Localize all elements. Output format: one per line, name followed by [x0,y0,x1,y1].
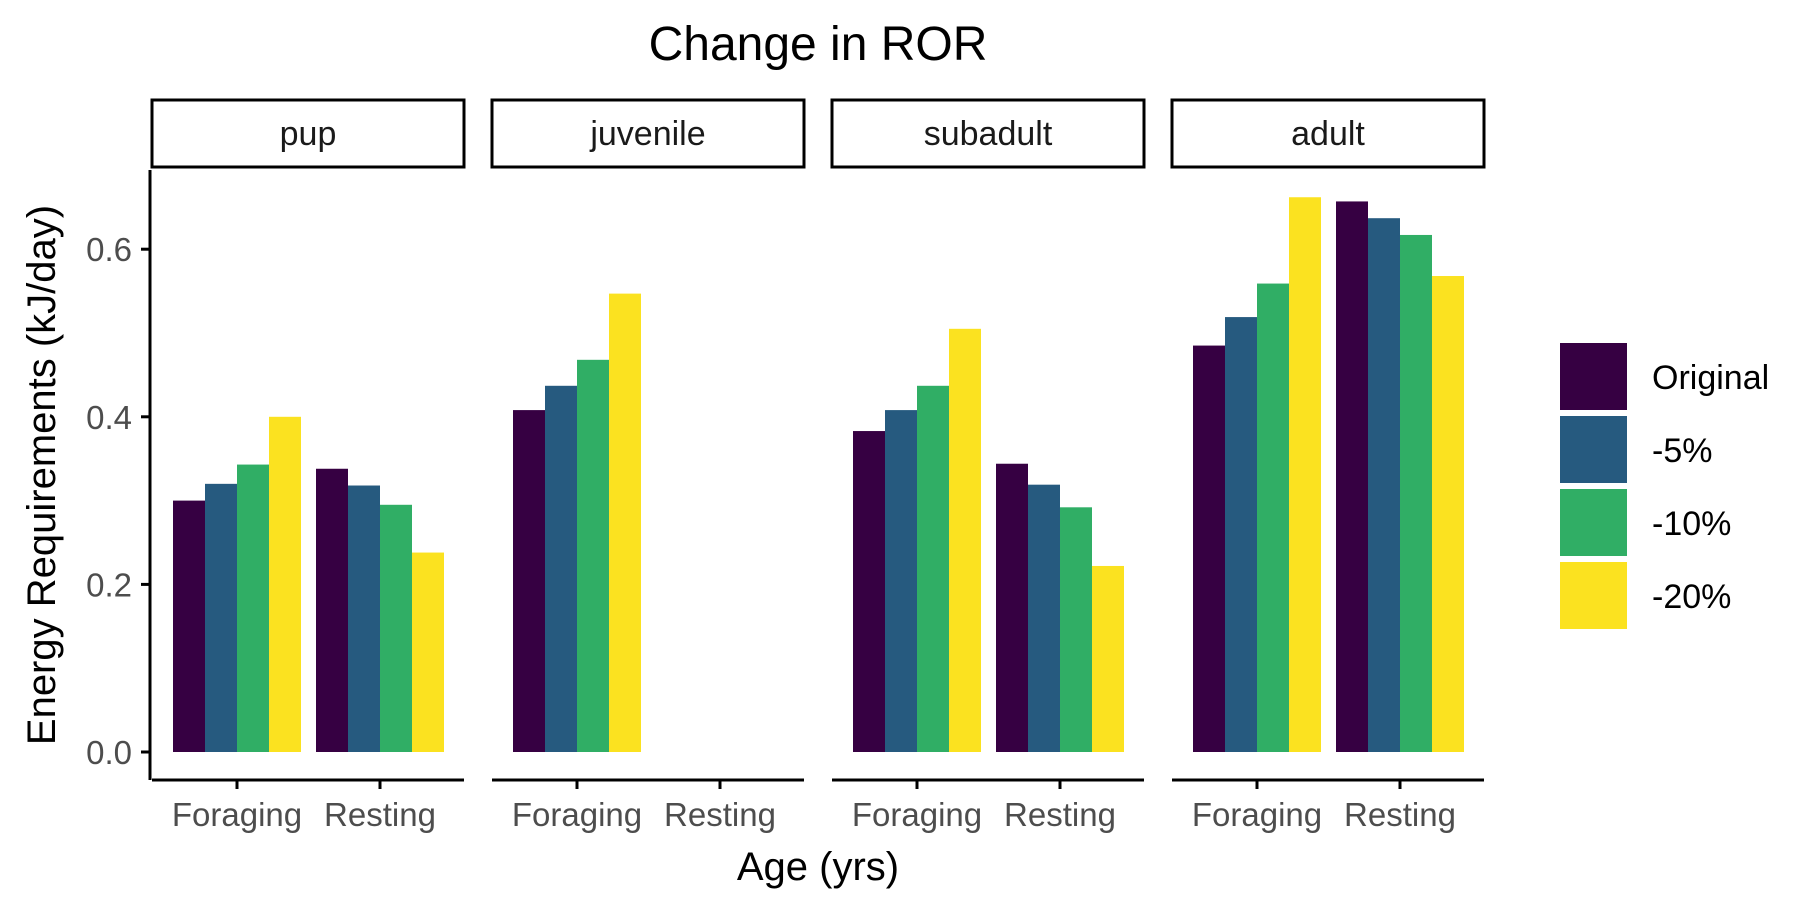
legend-swatch [1560,562,1627,629]
x-tick-label: Resting [324,796,436,833]
chart-title: Change in ROR [649,18,988,71]
y-axis: 0.0 0.2 0.4 0.6 [86,170,152,780]
legend-label: -20% [1652,578,1731,616]
bar-adult-resting-2 [1400,234,1432,753]
bar-adult-resting-1 [1368,218,1400,753]
y-tick-label: 0.6 [86,231,132,268]
facet-strip-adult [1170,98,1486,169]
bar-pup-resting-2 [380,504,412,752]
bar-pup-foraging-0 [173,500,205,752]
y-tick-label: 0.2 [86,566,132,603]
facet-panels: pup Foraging Resting juvenile Foraging Restin… [150,98,1486,833]
bar-juvenile-foraging-1 [545,385,577,752]
bar-subadult-resting-3 [1092,565,1124,752]
bar-pup-foraging-1 [205,483,237,752]
facet-strip-subadult [830,98,1146,169]
bar-juvenile-foraging-0 [513,410,545,752]
bar-pup-foraging-3 [269,416,301,752]
bar-adult-foraging-2 [1257,283,1289,752]
bar-juvenile-foraging-2 [577,359,609,752]
legend-swatch [1560,416,1627,483]
facet-strip-label: subadult [924,115,1053,153]
bar-adult-foraging-0 [1193,345,1225,752]
x-tick-label: Resting [1004,796,1116,833]
y-tick-label: 0.0 [86,734,132,771]
bar-adult-resting-0 [1336,201,1368,752]
bar-pup-resting-0 [316,468,348,752]
legend-swatch [1560,343,1627,410]
bar-juvenile-foraging-3 [609,293,641,752]
y-tick-label: 0.4 [86,399,132,436]
bar-subadult-foraging-0 [853,431,885,752]
bar-subadult-foraging-2 [917,385,949,752]
x-tick-label: Foraging [1192,796,1322,833]
y-axis-label: Energy Requirements (kJ/day) [20,205,64,745]
bar-adult-resting-3 [1432,276,1464,752]
bar-subadult-resting-2 [1060,507,1092,752]
bar-subadult-resting-0 [996,463,1028,752]
bar-pup-resting-3 [412,552,444,752]
x-axis-label: Age (yrs) [737,845,899,889]
x-tick-label: Resting [1344,796,1456,833]
legend-label: Original [1652,359,1769,397]
legend-label: -5% [1652,432,1712,470]
legend-label: -10% [1652,505,1731,543]
facet-strip-pup [150,98,466,169]
bar-subadult-foraging-1 [885,410,917,752]
bar-subadult-resting-1 [1028,484,1060,752]
facet-strip-juvenile [490,98,806,169]
bar-adult-foraging-1 [1225,317,1257,752]
legend-swatch [1560,489,1627,556]
facet-strip-label: juvenile [589,115,705,153]
facet-strip-label: pup [280,115,337,153]
x-tick-label: Foraging [512,796,642,833]
bar-subadult-foraging-3 [949,328,981,752]
x-tick-label: Foraging [852,796,982,833]
legend: Original -5% -10% -20% [1560,343,1769,629]
bar-adult-foraging-3 [1289,197,1321,752]
bar-pup-foraging-2 [237,464,269,752]
x-tick-label: Foraging [172,796,302,833]
bar-pup-resting-1 [348,485,380,752]
facet-strip-label: adult [1291,115,1365,153]
x-tick-label: Resting [664,796,776,833]
